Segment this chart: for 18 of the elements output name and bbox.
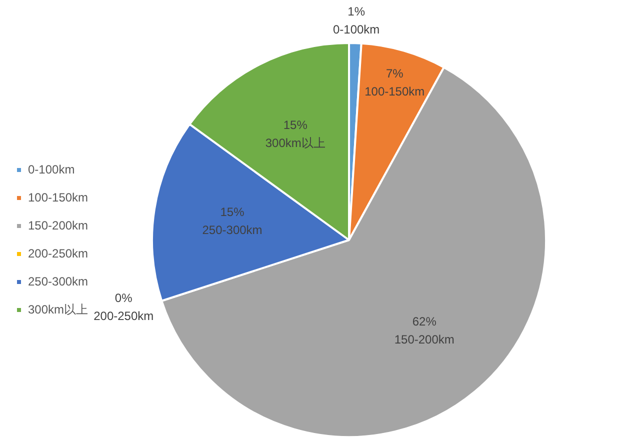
data-label: 15% [283, 118, 308, 132]
data-label: 15% [220, 204, 245, 219]
legend-label: 250-300km [28, 274, 88, 288]
legend-label: 150-200km [28, 218, 88, 232]
category-label: 200-250km [94, 308, 154, 323]
data-label: 62% [412, 314, 437, 328]
slice-label: 100-150km [364, 84, 425, 98]
legend-label: 300km以上 [28, 302, 88, 316]
data-label: 1% [348, 4, 366, 18]
legend-label: 200-250km [28, 246, 88, 260]
text: 0% [114, 290, 132, 305]
legend-label: 100-150km [28, 190, 88, 204]
slice-label: 150-200km [394, 332, 454, 346]
slice-label: 250-300km [202, 222, 262, 237]
slice-label: 0-100km [332, 22, 380, 36]
data-label: 7% [386, 66, 404, 80]
slice-label: 300km以上 [265, 136, 326, 150]
legend-label: 0-100km [28, 162, 75, 176]
